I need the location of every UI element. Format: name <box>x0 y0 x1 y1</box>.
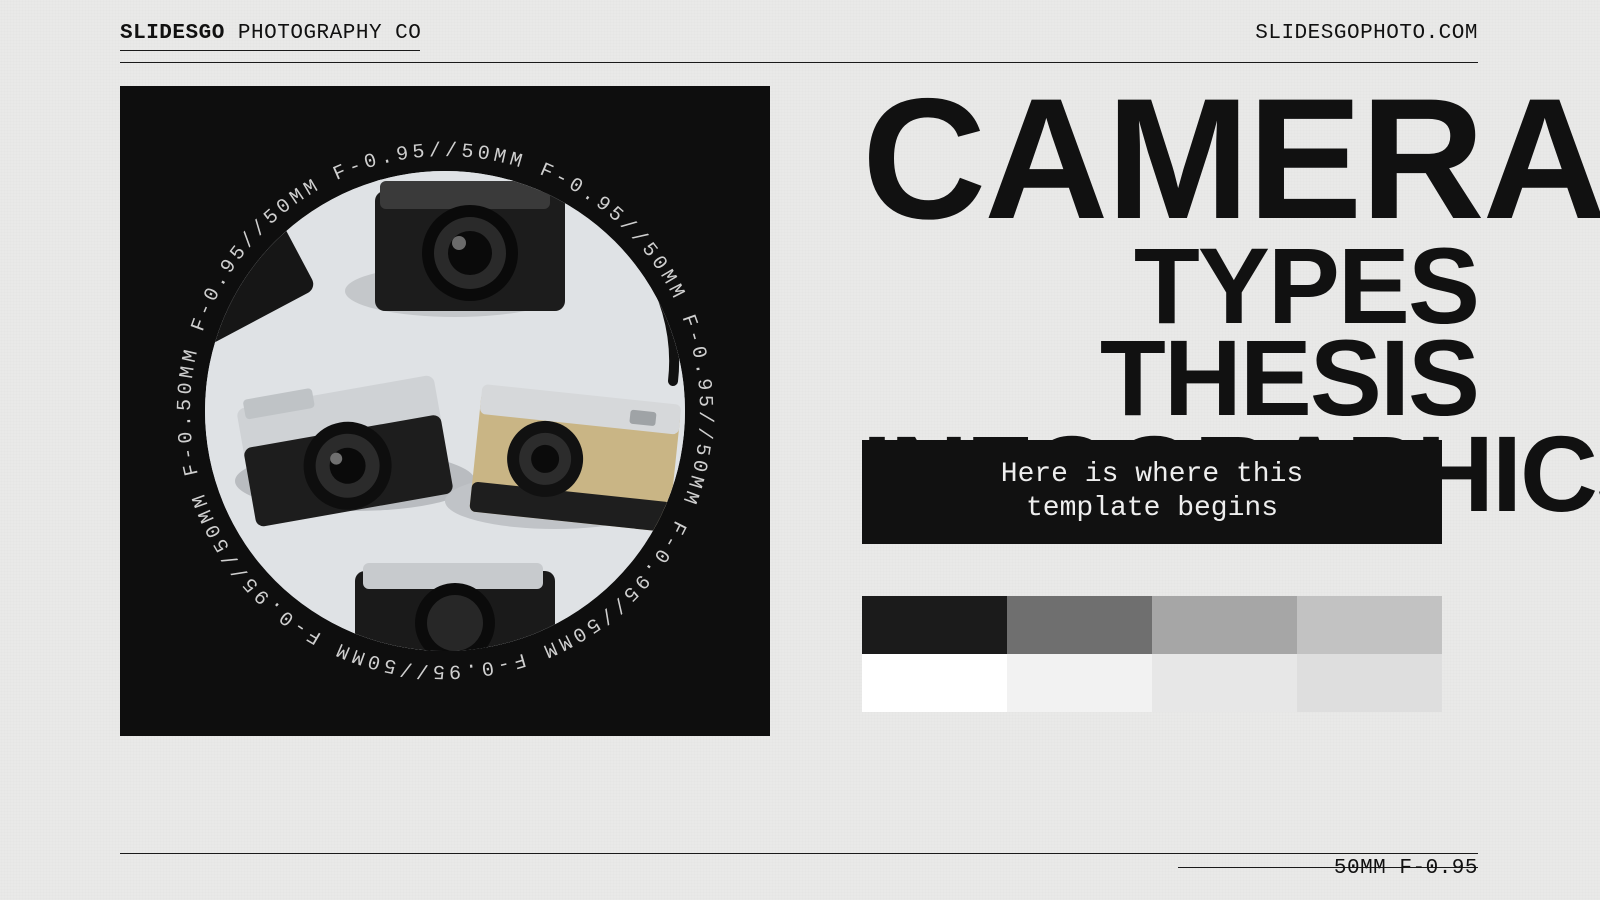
subtitle-text: Here is where this template begins <box>1001 458 1303 525</box>
header-url: SLIDESGOPHOTO.COM <box>1255 22 1478 45</box>
color-palette <box>862 596 1442 712</box>
title-line-2: TYPES THESIS <box>862 240 1478 424</box>
swatch <box>1152 596 1297 654</box>
brand: SLIDESGO PHOTOGRAPHY CO <box>120 22 421 45</box>
footer-right: 50MM F-0.95 <box>1334 857 1478 880</box>
footer-overline-long <box>120 853 1478 854</box>
camera-right-icon <box>469 384 681 532</box>
palette-row-2 <box>862 654 1442 712</box>
swatch <box>1007 596 1152 654</box>
palette-row-1 <box>862 596 1442 654</box>
camera-collage <box>205 171 685 651</box>
subtitle: Here is where this template begins <box>862 440 1442 544</box>
swatch <box>1297 596 1442 654</box>
swatch <box>1297 654 1442 712</box>
header-underline-short <box>120 50 420 51</box>
camera-top-icon <box>375 181 565 311</box>
image-panel: 50MM F-0.95//50MM F-0.95//50MM F-0.95//5… <box>120 86 770 736</box>
swatch <box>1152 654 1297 712</box>
brand-rest: PHOTOGRAPHY CO <box>225 22 422 45</box>
swatch <box>862 596 1007 654</box>
title-line-1: CAMERA <box>862 86 1478 232</box>
swatch <box>862 654 1007 712</box>
swatch <box>1007 654 1152 712</box>
brand-bold: SLIDESGO <box>120 22 225 45</box>
lens-ring: 50MM F-0.95//50MM F-0.95//50MM F-0.95//5… <box>175 141 715 681</box>
